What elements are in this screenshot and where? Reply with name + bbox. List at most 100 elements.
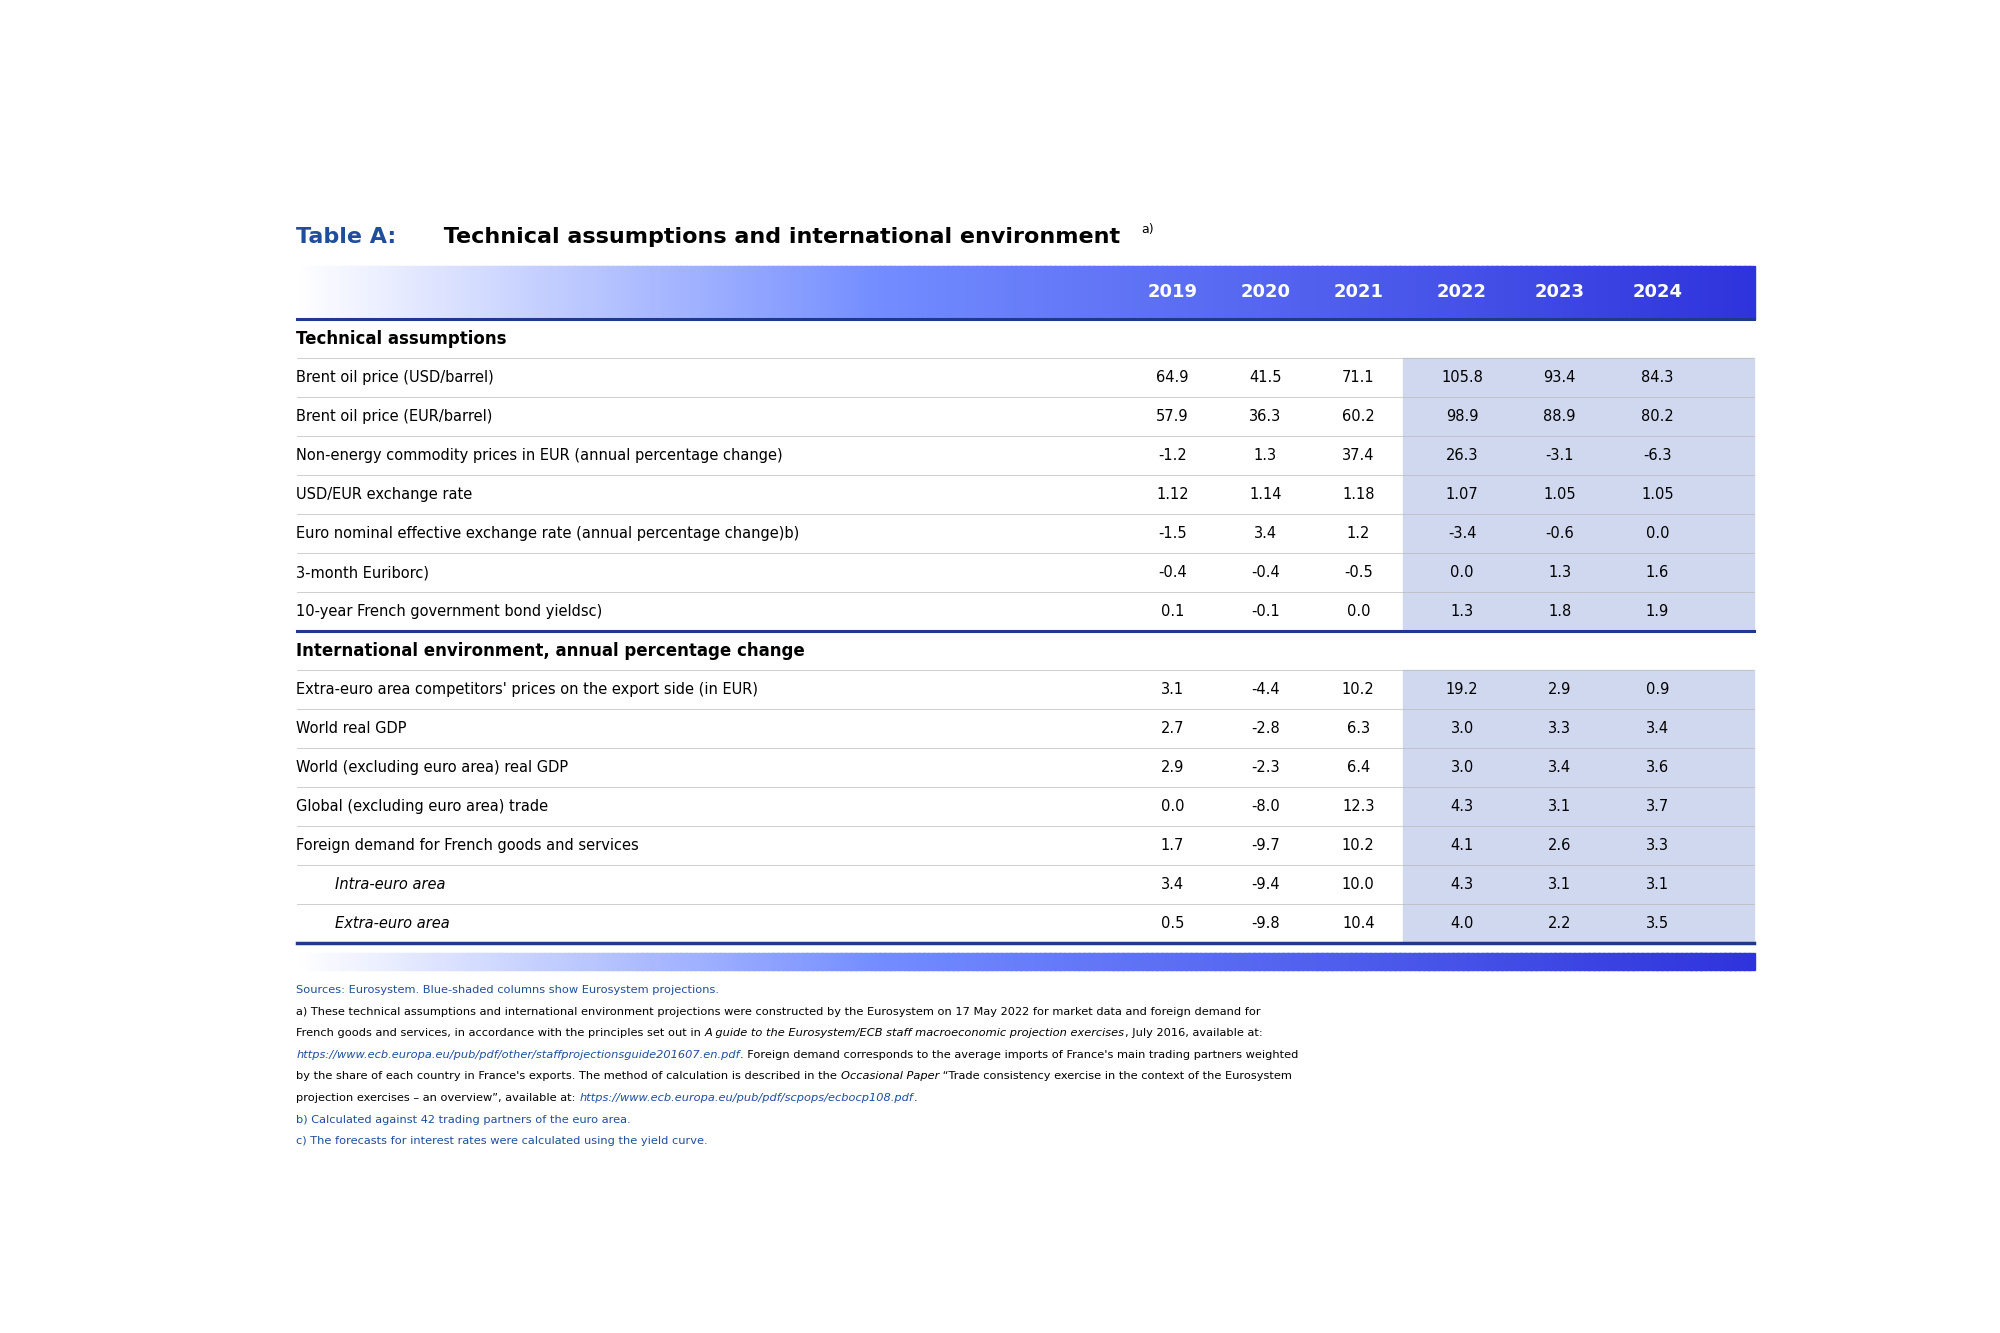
Text: 3.3: 3.3 [1646,838,1668,853]
Bar [1404,592,1754,631]
Bar [874,265,880,319]
Bar [1288,953,1294,970]
Bar [486,953,492,970]
Text: “Trade consistency exercise in the context of the Eurosystem: “Trade consistency exercise in the conte… [940,1072,1292,1081]
Bar [608,265,614,319]
Text: Technical assumptions: Technical assumptions [296,329,508,348]
Bar [394,953,400,970]
Text: 84.3: 84.3 [1642,371,1674,385]
Bar [1588,265,1594,319]
Text: 0.5: 0.5 [1160,916,1184,932]
Text: 57.9: 57.9 [1156,409,1188,424]
Bar [1540,265,1546,319]
Bar [404,265,410,319]
Bar [952,953,958,970]
Bar [816,953,822,970]
Bar [1656,265,1662,319]
Bar [1510,953,1518,970]
Bar [1126,265,1134,319]
Bar [442,953,448,970]
Bar [1268,265,1274,319]
Bar [1244,265,1250,319]
Bar [1210,953,1216,970]
Bar [1516,953,1522,970]
Bar [1078,953,1084,970]
Bar [1152,953,1158,970]
Bar [744,953,750,970]
Bar [1016,953,1022,970]
Bar [340,265,346,319]
Bar [812,265,818,319]
Bar [914,953,920,970]
Bar [1404,436,1754,475]
Bar [1278,265,1284,319]
Bar [398,265,404,319]
Bar [622,265,628,319]
Bar [1544,265,1552,319]
Bar [500,953,506,970]
Bar [1024,953,1032,970]
Bar [1044,953,1050,970]
Bar [1336,953,1342,970]
Bar [1476,265,1484,319]
Bar [1744,265,1750,319]
Bar [1108,953,1114,970]
Bar [958,953,964,970]
Bar [1350,265,1356,319]
Bar [728,953,736,970]
Bar [462,265,468,319]
Bar [1700,265,1706,319]
Bar [880,953,886,970]
Bar [336,265,342,319]
Bar [1458,953,1464,970]
Bar [1180,265,1186,319]
Bar [748,953,754,970]
Bar [330,265,336,319]
Bar [1666,953,1672,970]
Bar [1316,265,1322,319]
Bar [428,265,434,319]
Bar [1656,953,1662,970]
Bar [1312,265,1318,319]
Bar [1112,953,1118,970]
Text: 2.9: 2.9 [1160,760,1184,774]
Text: a): a) [1142,223,1154,236]
Bar [1550,265,1556,319]
Text: 0.1: 0.1 [1160,604,1184,619]
Bar [1326,953,1332,970]
Bar [1346,953,1352,970]
Bar [1612,265,1620,319]
Bar [1696,953,1702,970]
Bar [826,953,832,970]
Bar [1486,265,1492,319]
Bar [516,265,522,319]
Bar [1404,265,1410,319]
Text: -9.7: -9.7 [1250,838,1280,853]
Bar [1064,953,1070,970]
Bar [626,265,634,319]
Text: 1.05: 1.05 [1544,487,1576,503]
Text: 3.1: 3.1 [1548,877,1572,892]
Bar [830,265,838,319]
Bar [584,953,590,970]
Bar [1220,953,1226,970]
Bar [1214,953,1220,970]
Bar [1306,953,1314,970]
Bar [1058,265,1066,319]
Bar [438,265,444,319]
Bar [1404,904,1754,944]
Bar [1292,953,1298,970]
Bar [1578,953,1586,970]
Bar [1356,265,1362,319]
Bar [1404,953,1410,970]
Text: 3.7: 3.7 [1646,798,1670,814]
Bar [1472,953,1478,970]
Bar [1336,265,1342,319]
Bar [316,265,322,319]
Text: Extra-euro area competitors' prices on the export side (in EUR): Extra-euro area competitors' prices on t… [296,682,758,697]
Bar [1262,265,1270,319]
Bar [642,953,648,970]
Bar [710,265,716,319]
Bar [1676,265,1682,319]
Bar [350,265,356,319]
